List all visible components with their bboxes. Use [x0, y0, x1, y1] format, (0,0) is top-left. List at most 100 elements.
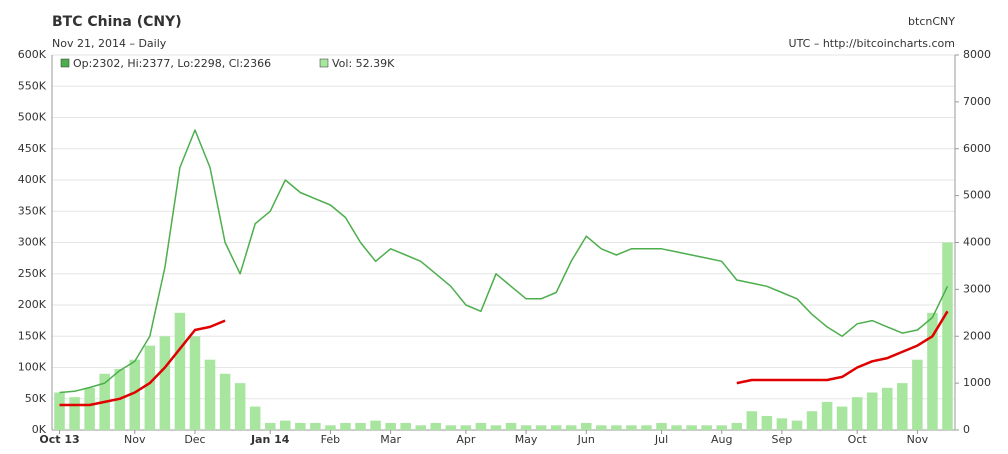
- symbol: btcnCNY: [908, 15, 955, 28]
- x-tick-label: Jun: [577, 433, 595, 446]
- y-tick-label: 300K: [18, 236, 47, 249]
- volume-bar: [882, 387, 893, 430]
- x-tick-label: Aug: [711, 433, 732, 446]
- volume-bar: [791, 420, 803, 430]
- volume-bar: [550, 425, 562, 430]
- volume-bar: [626, 425, 637, 430]
- y-tick-label: 600K: [18, 48, 47, 61]
- volume-bar: [611, 425, 622, 430]
- volume-bar: [581, 422, 592, 430]
- y-tick-label: 150K: [18, 329, 47, 342]
- volume-bar: [234, 383, 246, 430]
- y-tick-label: 450K: [18, 142, 47, 155]
- y-tick-label: 50K: [25, 392, 47, 405]
- volume-bar: [84, 387, 95, 430]
- chart-subtitle: Nov 21, 2014 – Daily: [52, 37, 167, 50]
- x-tick-label: Sep: [772, 433, 793, 446]
- volume-bar: [520, 425, 532, 430]
- volume-bar: [355, 422, 366, 430]
- y-tick-label: 100K: [18, 361, 47, 374]
- volume-bar: [866, 392, 878, 430]
- volume-bar: [490, 425, 502, 430]
- volume-bar: [400, 422, 411, 430]
- volume-bar: [159, 336, 171, 430]
- y-tick-label: 400K: [18, 173, 47, 186]
- legend-swatch: [319, 58, 329, 68]
- volume-bar: [912, 359, 923, 430]
- x-tick-label: Feb: [321, 433, 340, 446]
- volume-bar: [174, 312, 186, 430]
- x-tick-label: Apr: [456, 433, 476, 446]
- volume-bar: [731, 422, 743, 430]
- series-line: [59, 129, 949, 394]
- y-tick-label: 550K: [18, 79, 47, 92]
- volume-bar: [565, 425, 577, 430]
- y-tick-label: 200K: [18, 298, 47, 311]
- x-tick-label: Mar: [380, 433, 401, 446]
- source: UTC – http://bitcoincharts.com: [789, 37, 955, 50]
- volume-bar: [325, 425, 336, 430]
- volume-bar: [189, 336, 201, 430]
- volume-bar: [716, 425, 727, 430]
- x-tick-label: Nov: [907, 433, 929, 446]
- volume-bar: [671, 425, 682, 430]
- legend-volume: Vol: 52.39K: [332, 57, 395, 70]
- volume-bar: [821, 401, 833, 430]
- series-line: [59, 310, 949, 407]
- volume-bar: [535, 425, 547, 430]
- y2-tick-label: 5000: [963, 189, 991, 202]
- y2-tick-label: 2000: [963, 329, 991, 342]
- y2-tick-label: 8000: [963, 48, 991, 61]
- x-tick-label: May: [515, 433, 538, 446]
- x-tick-label: Jul: [654, 433, 668, 446]
- y2-tick-label: 6000: [963, 142, 991, 155]
- volume-bar: [430, 422, 442, 430]
- y-tick-label: 500K: [18, 111, 47, 124]
- volume-bar: [415, 425, 426, 430]
- volume-bar: [761, 415, 773, 430]
- x-tick-label: Dec: [184, 433, 205, 446]
- y2-tick-label: 0: [963, 423, 970, 436]
- volume-bar: [144, 345, 156, 430]
- volume-bar: [505, 422, 517, 430]
- volume-bar: [54, 392, 65, 430]
- volume-bar: [686, 425, 697, 430]
- volume-bar: [641, 425, 652, 430]
- volume-bar: [460, 425, 472, 430]
- volume-bar: [340, 422, 351, 430]
- y-tick-label: 0K: [32, 423, 47, 436]
- volume-bar: [746, 411, 758, 430]
- volume-bar: [249, 406, 261, 430]
- volume-bar: [69, 397, 80, 430]
- volume-bar: [897, 383, 908, 430]
- volume-bar: [264, 422, 276, 430]
- volume-bar: [370, 420, 381, 430]
- y-tick-label: 350K: [18, 204, 47, 217]
- y2-tick-label: 1000: [963, 376, 991, 389]
- y-tick-label: 250K: [18, 267, 47, 280]
- x-tick-label: Jan 14: [250, 433, 290, 446]
- x-tick-label: Nov: [124, 433, 146, 446]
- legend-swatch: [60, 58, 70, 68]
- chart-title: BTC China (CNY): [52, 14, 182, 30]
- y2-tick-label: 4000: [963, 236, 991, 249]
- volume-bar: [701, 425, 712, 430]
- volume-bar: [310, 422, 321, 430]
- x-tick-label: Oct 13: [39, 433, 79, 446]
- volume-bar: [776, 418, 788, 430]
- legend-price: Op:2302, Hi:2377, Lo:2298, Cl:2366: [73, 57, 271, 70]
- volume-bar: [295, 422, 306, 430]
- volume-bar: [204, 359, 216, 430]
- volume-bar: [836, 406, 848, 430]
- volume-bar: [927, 312, 938, 430]
- volume-bar: [806, 411, 818, 430]
- volume-bar: [445, 425, 457, 430]
- volume-bar: [942, 242, 953, 430]
- volume-bar: [219, 373, 231, 430]
- volume-bar: [596, 425, 607, 430]
- volume-bar: [851, 397, 863, 430]
- volume-bar: [280, 420, 291, 430]
- x-tick-label: Oct: [848, 433, 868, 446]
- volume-bar: [129, 359, 141, 430]
